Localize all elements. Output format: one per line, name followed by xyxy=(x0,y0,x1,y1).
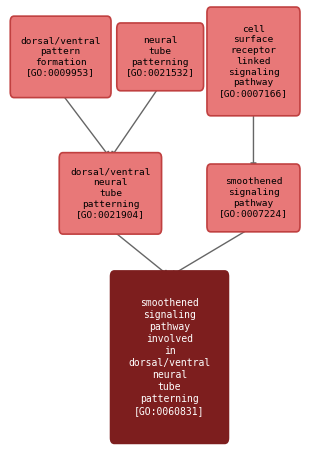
FancyBboxPatch shape xyxy=(10,16,111,98)
FancyBboxPatch shape xyxy=(111,271,228,443)
Text: smoothened
signaling
pathway
involved
in
dorsal/ventral
neural
tube
patterning
[: smoothened signaling pathway involved in… xyxy=(128,298,211,416)
FancyBboxPatch shape xyxy=(207,7,300,116)
Text: smoothened
signaling
pathway
[GO:0007224]: smoothened signaling pathway [GO:0007224… xyxy=(219,177,288,218)
FancyBboxPatch shape xyxy=(207,164,300,232)
Text: neural
tube
patterning
[GO:0021532]: neural tube patterning [GO:0021532] xyxy=(126,36,195,77)
Text: dorsal/ventral
neural
tube
patterning
[GO:0021904]: dorsal/ventral neural tube patterning [G… xyxy=(70,167,151,219)
Text: cell
surface
receptor
linked
signaling
pathway
[GO:0007166]: cell surface receptor linked signaling p… xyxy=(219,25,288,98)
FancyBboxPatch shape xyxy=(59,153,162,234)
Text: dorsal/ventral
pattern
formation
[GO:0009953]: dorsal/ventral pattern formation [GO:000… xyxy=(21,36,101,77)
FancyBboxPatch shape xyxy=(117,23,204,91)
